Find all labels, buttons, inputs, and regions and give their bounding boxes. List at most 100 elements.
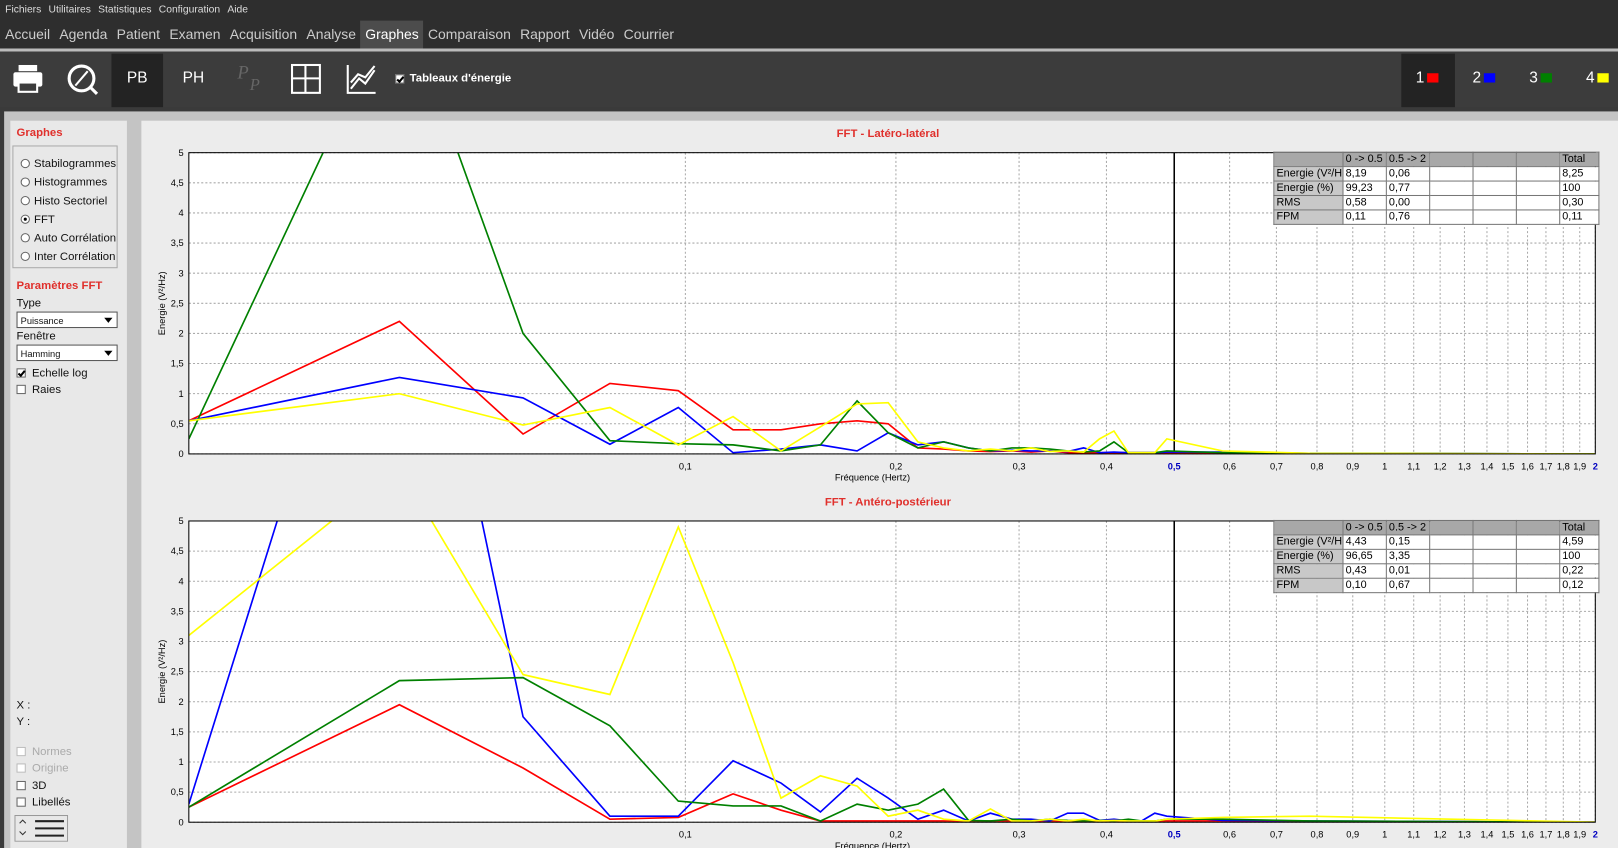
channel-color xyxy=(1427,73,1439,83)
table-cell: 0,67 xyxy=(1385,577,1431,594)
tab[interactable]: Analyse xyxy=(306,26,356,43)
table-cell xyxy=(1515,209,1561,225)
tab[interactable]: Examen xyxy=(169,26,221,43)
checkbox-label[interactable]: Libellés xyxy=(31,796,71,809)
table-cell: 4,59 xyxy=(1559,534,1600,550)
radio[interactable] xyxy=(20,177,30,187)
checkbox-label[interactable]: Tableaux d'énergie xyxy=(409,72,512,85)
window-select[interactable]: Hamming xyxy=(16,344,118,362)
table-cell: 0,15 xyxy=(1385,534,1431,550)
header-cell: Total xyxy=(1559,519,1600,536)
tab[interactable]: Patient xyxy=(116,26,161,43)
table-row: FPM 0,11 0,76 0,11 xyxy=(1273,209,1600,225)
radio-label[interactable]: Auto Corrélation xyxy=(34,232,117,245)
x-axis-label: Fréquence (Hertz) xyxy=(835,473,910,483)
x-tick-label: 0,6 xyxy=(1223,830,1236,840)
x-tick-label: 1,6 xyxy=(1521,830,1534,840)
y-tick-label: 0 xyxy=(179,817,184,827)
radio[interactable] xyxy=(20,158,30,169)
checkbox-label[interactable]: Raies xyxy=(31,383,62,397)
header-cell xyxy=(1472,151,1517,168)
group-box xyxy=(12,145,118,269)
checkbox[interactable] xyxy=(16,368,26,378)
checkbox xyxy=(16,746,26,757)
table-cell xyxy=(1429,194,1474,211)
table-cell xyxy=(1472,534,1517,550)
table-cell xyxy=(1515,166,1561,182)
checkbox-label[interactable]: Echelle log xyxy=(31,367,88,380)
channel-color xyxy=(1483,73,1496,83)
section-title: Paramètres FFT xyxy=(16,279,103,292)
x-tick-label: 1,8 xyxy=(1557,461,1570,471)
y-tick-label: 5 xyxy=(179,516,184,526)
field-label: Fenêtre xyxy=(16,330,56,343)
x-tick-label: 1,9 xyxy=(1573,461,1586,471)
table-cell: 100 xyxy=(1559,180,1600,197)
channel-color xyxy=(1540,73,1552,83)
menu-item[interactable]: Aide xyxy=(227,4,249,16)
header-cell: 0.5 -> 2 xyxy=(1385,519,1431,536)
channel-label[interactable]: 4 xyxy=(1586,69,1595,87)
x-tick-label: 1,5 xyxy=(1501,830,1514,840)
channel-label[interactable]: 3 xyxy=(1529,69,1538,87)
tab[interactable]: Graphes xyxy=(360,20,423,49)
y-tick-label: 0,5 xyxy=(171,787,184,797)
tab[interactable]: Rapport xyxy=(520,26,570,43)
tab[interactable]: Acquisition xyxy=(229,26,298,43)
series-line xyxy=(188,520,1596,823)
table-cell: 8,19 xyxy=(1342,166,1387,182)
radio[interactable] xyxy=(20,233,30,243)
zoom-icon[interactable] xyxy=(67,64,99,95)
table-row: RMS 0,43 0,01 0,22 xyxy=(1273,563,1600,579)
radio-label[interactable]: Histo Sectoriel xyxy=(34,194,108,208)
x-tick-label: 1,9 xyxy=(1573,830,1586,840)
print-icon[interactable] xyxy=(13,64,43,93)
checkbox[interactable] xyxy=(16,797,26,807)
radio[interactable] xyxy=(20,196,30,206)
x-tick-label: 0,4 xyxy=(1100,461,1113,471)
checkbox[interactable] xyxy=(16,384,26,395)
table-cell xyxy=(1429,563,1474,579)
radio-label[interactable]: Histogrammes xyxy=(34,176,108,189)
checkbox[interactable] xyxy=(16,780,26,791)
tab[interactable]: Comparaison xyxy=(427,26,511,43)
table-icon[interactable] xyxy=(290,63,321,94)
type-select[interactable]: Puissance xyxy=(16,311,118,329)
radio-label[interactable]: Stabilogrammes xyxy=(34,157,117,171)
checkbox-label[interactable]: 3D xyxy=(31,779,47,793)
menu-item[interactable]: Utilitaires xyxy=(48,4,91,16)
checkbox[interactable] xyxy=(395,74,405,84)
pp-icon: P xyxy=(237,61,249,83)
ph-button[interactable]: PH xyxy=(182,69,205,87)
tab[interactable]: Vidéo xyxy=(578,26,615,43)
radio-label[interactable]: Inter Corrélation xyxy=(34,250,116,264)
pb-button[interactable]: PB xyxy=(126,69,148,87)
channel-color xyxy=(1597,73,1609,83)
x-tick-label: 0,9 xyxy=(1346,830,1359,840)
y-tick-label: 4 xyxy=(179,576,184,586)
radio[interactable] xyxy=(20,214,30,224)
x-tick-label: 1,2 xyxy=(1434,461,1447,471)
line-style-icon[interactable] xyxy=(14,814,69,842)
radio-label[interactable]: FFT xyxy=(34,213,55,226)
table-cell: 0,06 xyxy=(1385,166,1431,182)
x-tick-label: 0,8 xyxy=(1311,830,1324,840)
y-tick-label: 3 xyxy=(179,637,184,647)
menu-item[interactable]: Fichiers xyxy=(5,4,42,16)
toolbar: PB PH P P Tableaux d'énergie 1 2 3 4 xyxy=(0,51,1618,108)
tab[interactable]: Courrier xyxy=(623,26,674,43)
menu-item[interactable]: Statistiques xyxy=(98,4,152,16)
chart-icon[interactable] xyxy=(346,64,376,94)
radio[interactable] xyxy=(20,251,30,262)
menu-item[interactable]: Configuration xyxy=(158,4,221,16)
pp-icon: P xyxy=(249,76,260,94)
header-cell xyxy=(1429,151,1474,168)
channel-label[interactable]: 2 xyxy=(1472,69,1482,87)
y-tick-label: 0,5 xyxy=(171,419,184,429)
channel-label[interactable]: 1 xyxy=(1415,69,1425,87)
tab[interactable]: Accueil xyxy=(5,26,51,43)
tab[interactable]: Agenda xyxy=(59,26,108,43)
table-cell xyxy=(1472,563,1517,579)
